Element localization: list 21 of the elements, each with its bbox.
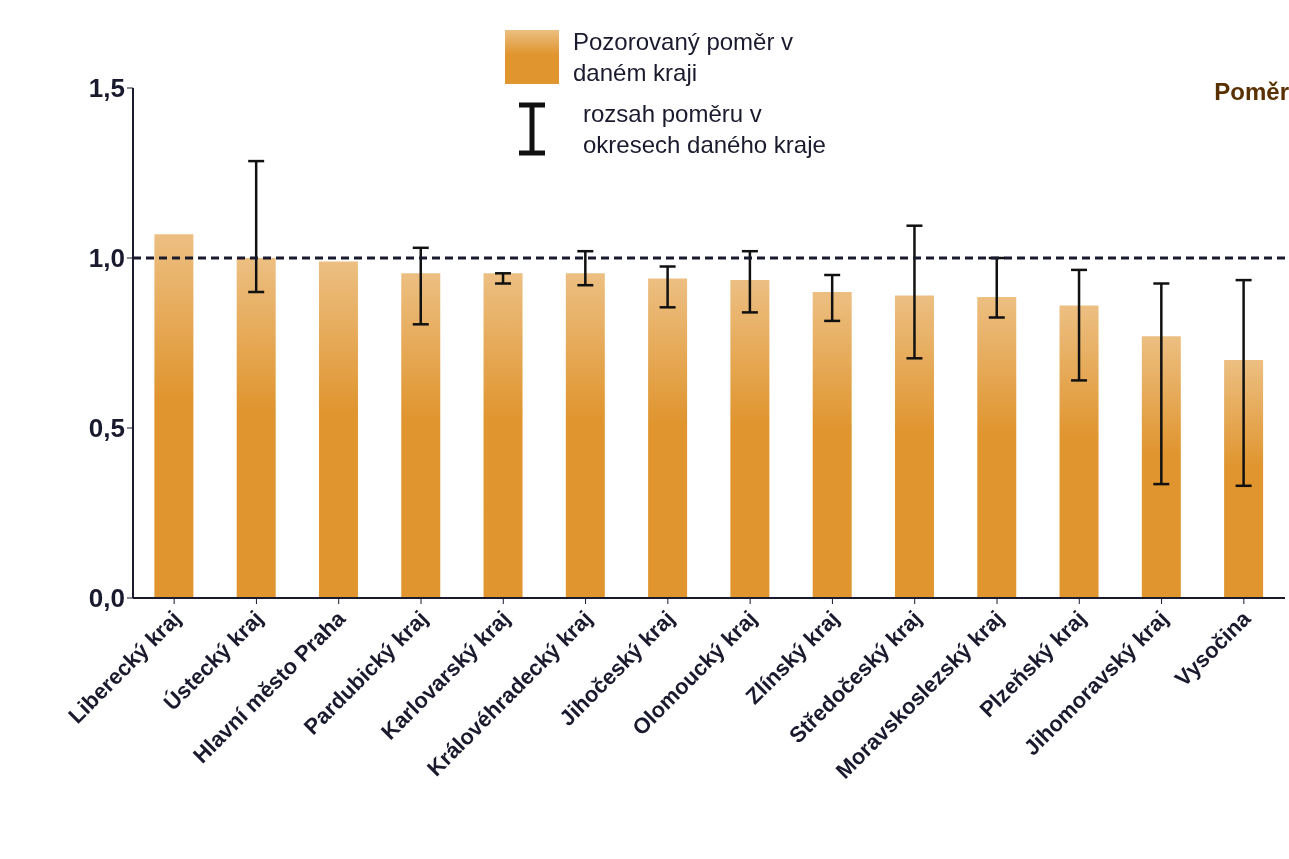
bar bbox=[977, 297, 1017, 598]
bar bbox=[318, 261, 358, 598]
bar bbox=[401, 273, 441, 598]
bar bbox=[1141, 336, 1181, 598]
bar bbox=[565, 273, 605, 598]
bar bbox=[730, 280, 770, 598]
bar bbox=[154, 234, 194, 598]
annotation: rozsah poměru v okresech daného kraje bbox=[583, 99, 827, 160]
legend-label: Pozorovaný poměr v daném kraji bbox=[573, 27, 795, 88]
bar bbox=[1059, 305, 1099, 598]
y-tick-label: 1,5 bbox=[88, 73, 125, 104]
bar bbox=[894, 295, 934, 598]
bar bbox=[1224, 360, 1264, 598]
y-tick-label: 1,0 bbox=[88, 243, 125, 274]
bar bbox=[812, 292, 852, 598]
y-axis-title: Poměr bbox=[1214, 78, 1289, 106]
bar bbox=[236, 258, 276, 598]
bar bbox=[483, 273, 523, 598]
y-tick-label: 0,5 bbox=[88, 413, 125, 444]
bar bbox=[648, 278, 688, 598]
y-tick-label: 0,0 bbox=[88, 583, 125, 614]
